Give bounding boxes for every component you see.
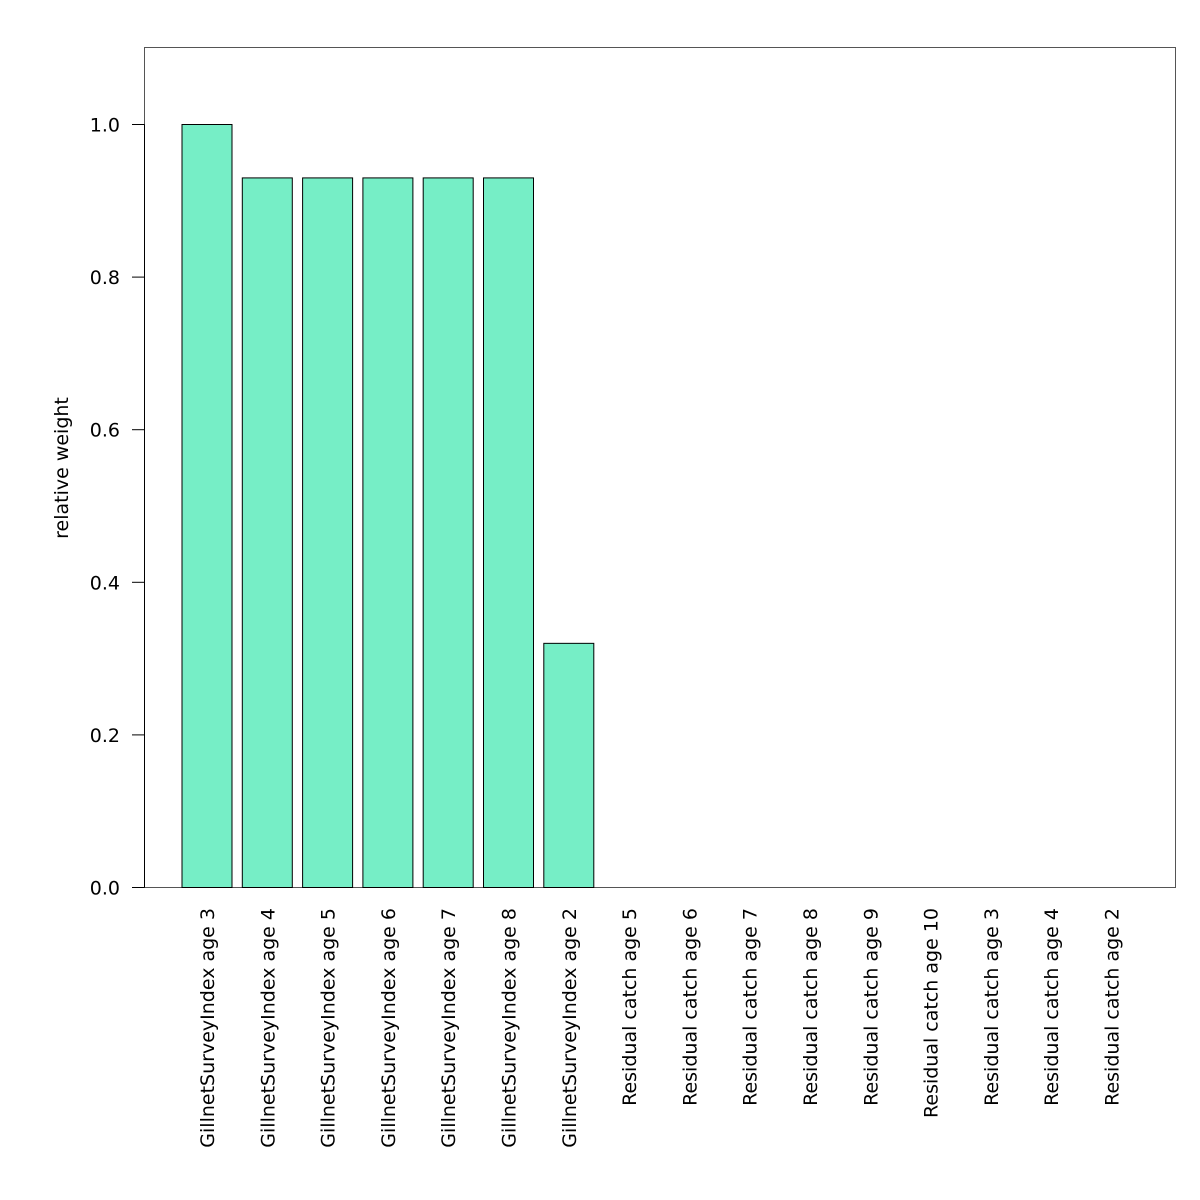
- y-axis: 0.0 0.2 0.4 0.6 0.8 1.0: [90, 115, 145, 900]
- x-tick-label: GillnetSurveyIndex age 8: [499, 908, 521, 1148]
- bars-group: [181, 124, 595, 889]
- bar: [422, 177, 474, 889]
- x-tick-label: GillnetSurveyIndex age 7: [438, 908, 460, 1148]
- y-tick-label: 0.8: [90, 267, 120, 289]
- x-tick-label: GillnetSurveyIndex age 3: [197, 908, 219, 1148]
- x-tick-label: Residual catch age 3: [981, 908, 1003, 1106]
- y-tick-label: 0.4: [90, 572, 120, 594]
- y-tick-label: 0.2: [90, 725, 120, 747]
- y-tick-label: 1.0: [90, 115, 120, 137]
- x-tick-labels: GillnetSurveyIndex age 3 GillnetSurveyInd…: [197, 908, 1124, 1148]
- bar: [362, 177, 414, 889]
- y-axis-title: relative weight: [51, 397, 73, 539]
- x-tick-label: Residual catch age 2: [1102, 908, 1124, 1106]
- y-tick-label: 0.0: [90, 878, 120, 900]
- x-tick-label: GillnetSurveyIndex age 4: [257, 908, 279, 1148]
- x-tick-label: Residual catch age 8: [800, 908, 822, 1106]
- x-tick-label: GillnetSurveyIndex age 6: [378, 908, 400, 1148]
- bar: [181, 124, 233, 888]
- x-tick-label: Residual catch age 4: [1041, 908, 1063, 1106]
- x-tick-label: Residual catch age 5: [619, 908, 641, 1106]
- x-tick-label: Residual catch age 7: [740, 908, 762, 1106]
- x-tick-label: GillnetSurveyIndex age 5: [318, 908, 340, 1148]
- bar: [483, 177, 534, 889]
- bar: [241, 177, 293, 889]
- plot-frame: [144, 47, 1176, 888]
- x-tick-label: Residual catch age 10: [921, 908, 943, 1118]
- bar: [302, 177, 354, 889]
- bar: [543, 642, 595, 889]
- x-tick-label: Residual catch age 6: [679, 908, 701, 1106]
- x-tick-label: Residual catch age 9: [860, 908, 882, 1106]
- y-tick-label: 0.6: [90, 420, 120, 442]
- x-tick-label: GillnetSurveyIndex age 2: [559, 908, 581, 1148]
